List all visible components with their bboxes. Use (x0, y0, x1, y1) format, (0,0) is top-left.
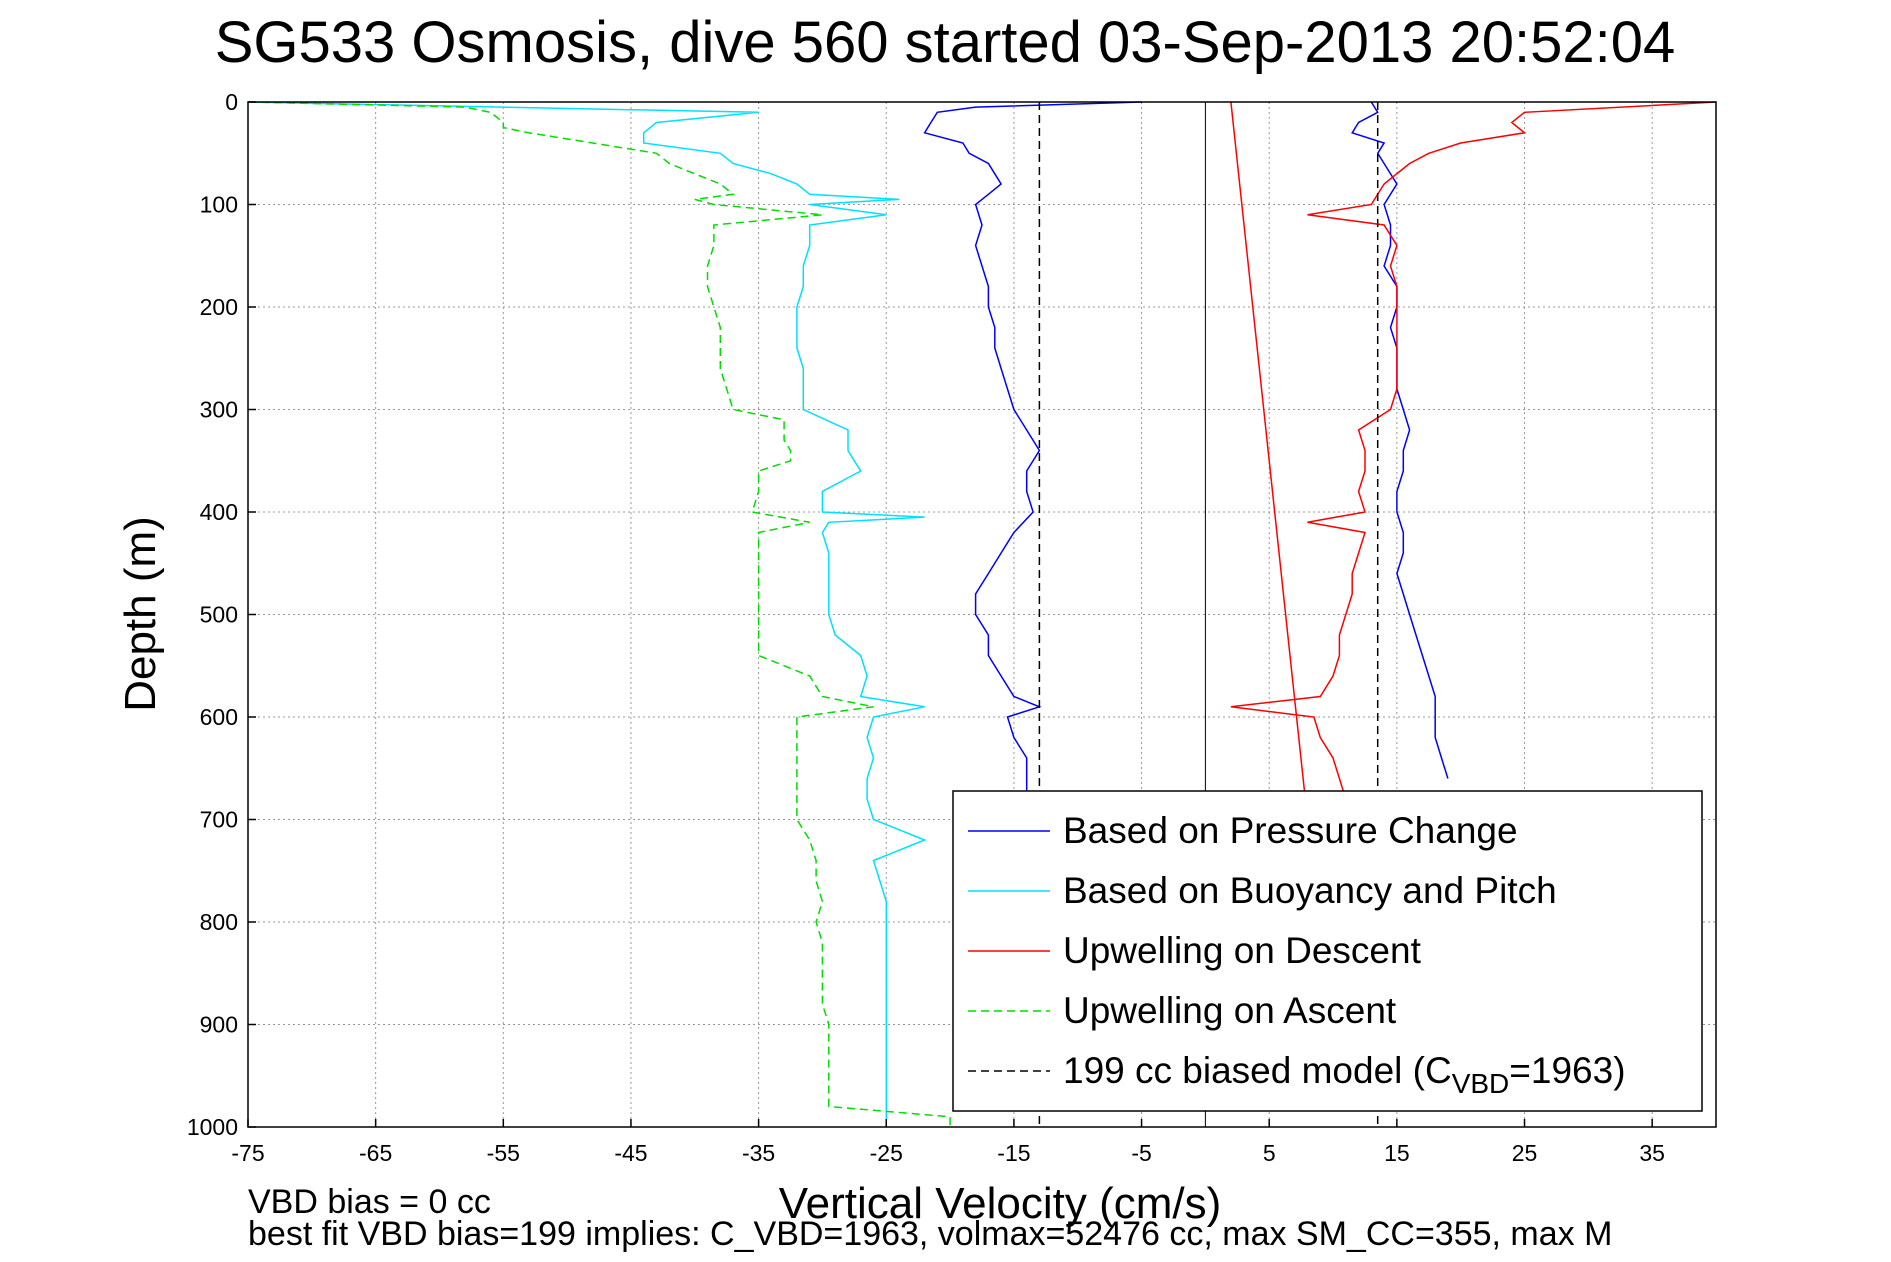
y-tick-label: 900 (200, 1012, 238, 1038)
x-tick-label: -65 (359, 1140, 392, 1166)
y-axis-label: Depth (m) (116, 516, 165, 712)
y-tick-label: 700 (200, 807, 238, 833)
chart-title: SG533 Osmosis, dive 560 started 03-Sep-2… (215, 10, 1676, 75)
y-tick-label: 400 (200, 499, 238, 525)
legend-label-0: Based on Pressure Change (1063, 810, 1518, 851)
series-line-4 (247, 101, 951, 1127)
legend: Based on Pressure Change Based on Buoyanc… (952, 790, 1703, 1112)
x-tick-label: -25 (870, 1140, 903, 1166)
x-tick-label: -55 (487, 1140, 520, 1166)
grid (247, 101, 1716, 1128)
series-line-2 (247, 101, 927, 1127)
y-tick-label: 0 (225, 89, 238, 115)
x-tick-label: -45 (614, 1140, 647, 1166)
legend-label-3: Upwelling on Ascent (1063, 990, 1397, 1031)
x-axis-ticks: -75 -65 -55 -45 -35 -25 -15 -5 5 15 25 35 (231, 1119, 1665, 1166)
y-tick-label: 100 (200, 192, 238, 218)
x-tick-label: -5 (1131, 1140, 1151, 1166)
x-tick-label: -15 (997, 1140, 1030, 1166)
y-tick-label: 200 (200, 294, 238, 320)
x-axis-label: Vertical Velocity (cm/s) (779, 1179, 1222, 1228)
x-tick-label: 25 (1512, 1140, 1538, 1166)
legend-label-1: Based on Buoyancy and Pitch (1063, 870, 1557, 911)
y-tick-label: 300 (200, 397, 238, 423)
footer-line-2: best fit VBD bias=199 implies: C_VBD=196… (248, 1215, 1612, 1253)
series-line-0 (923, 101, 1142, 799)
y-tick-label: 1000 (187, 1114, 238, 1140)
y-tick-label: 600 (200, 704, 238, 730)
series-line-1 (1351, 101, 1449, 779)
footer-line-1: VBD bias = 0 cc (248, 1183, 491, 1221)
x-tick-label: -35 (742, 1140, 775, 1166)
x-tick-label: -75 (231, 1140, 264, 1166)
y-tick-label: 800 (200, 909, 238, 935)
x-tick-label: 15 (1384, 1140, 1410, 1166)
series-line-3 (1230, 101, 1717, 820)
legend-label-4: 199 cc biased model (CVBD=1963) (1063, 1050, 1626, 1099)
y-axis-ticks: 0 100 200 300 400 500 600 700 800 900 1000 (187, 89, 256, 1140)
x-tick-label: 35 (1639, 1140, 1665, 1166)
series-group (247, 101, 1717, 1127)
y-tick-label: 500 (200, 602, 238, 628)
legend-box (952, 790, 1703, 1112)
series-line-7 (1230, 101, 1309, 820)
legend-label-2: Upwelling on Descent (1063, 930, 1422, 971)
x-tick-label: 5 (1263, 1140, 1276, 1166)
